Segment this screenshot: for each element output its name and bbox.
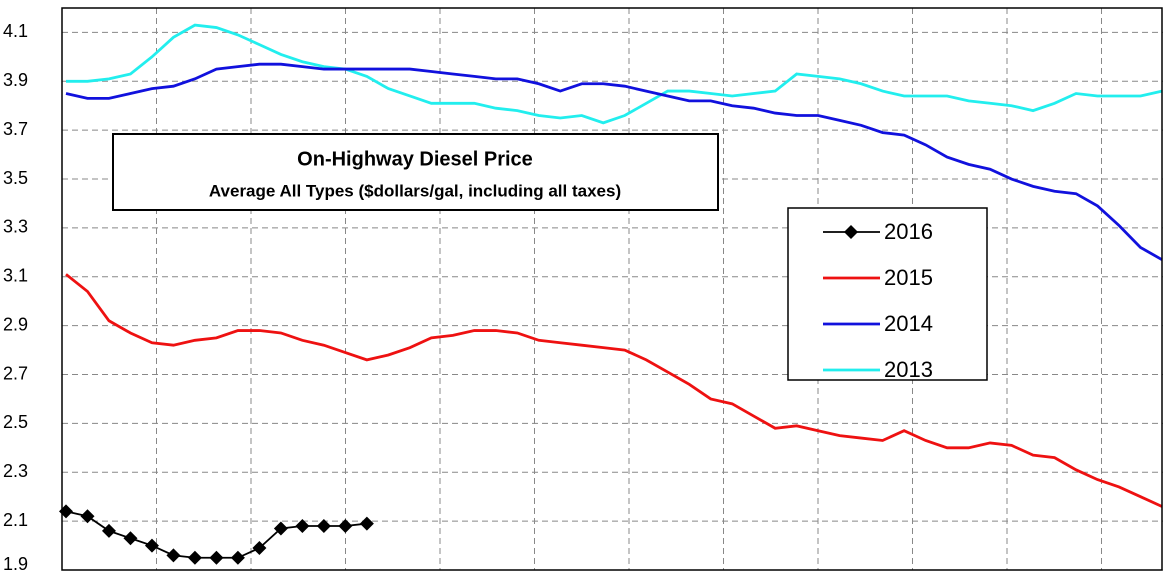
legend: 2016 2015 2014 2013 [787,207,988,382]
y-tick-label: 3.3 [3,217,28,237]
y-tick-label: 3.1 [3,266,28,286]
legend-label: 2013 [884,357,933,382]
legend-frame [787,207,988,381]
plot-frame [61,7,1163,571]
y-tick-label: 3.7 [3,119,28,139]
marker [59,504,73,519]
title-box: On-Highway Diesel Price Average All Type… [112,133,719,211]
marker [144,538,159,553]
marker [338,519,353,534]
series-line [65,273,1163,508]
chart-title: On-Highway Diesel Price [297,148,533,170]
marker [123,531,138,546]
title-frame [112,133,719,211]
y-tick-label: 2.7 [3,363,28,383]
y-tick-label: 3.9 [3,70,28,90]
y-tick-label: 2.5 [3,412,28,432]
series-line [66,23,1163,125]
marker [187,550,202,565]
marker [166,548,181,563]
legend-label: 2016 [884,219,933,244]
y-tick-label: 1.9 [3,554,28,573]
legend-marker [844,225,858,239]
marker [316,519,331,534]
series-lines [59,23,1163,565]
legend-label: 2015 [884,265,933,290]
y-tick-label: 2.1 [3,510,28,530]
marker [252,541,267,556]
marker [230,550,245,565]
y-tick-label: 2.3 [3,461,28,481]
marker [295,519,310,534]
series-line [65,62,1163,261]
marker [101,523,116,538]
y-tick-label: 2.9 [3,314,28,334]
marker [209,550,224,565]
marker [359,516,374,531]
y-tick-label: 3.5 [3,168,28,188]
grid [62,8,1163,571]
marker [80,509,95,524]
y-tick-label: 4.1 [3,21,28,41]
marker [273,521,288,536]
legend-label: 2014 [884,311,933,336]
chart-subtitle: Average All Types ($dollars/gal, includi… [209,181,621,200]
